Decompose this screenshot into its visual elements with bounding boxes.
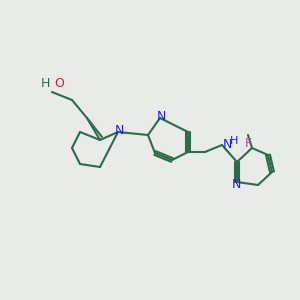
Text: F: F <box>244 137 252 150</box>
Text: H: H <box>230 136 238 146</box>
Text: N: N <box>231 178 241 190</box>
Text: N: N <box>223 137 232 151</box>
Text: O: O <box>54 77 64 90</box>
Text: H: H <box>40 77 50 90</box>
Text: N: N <box>156 110 166 122</box>
Text: N: N <box>114 124 124 137</box>
